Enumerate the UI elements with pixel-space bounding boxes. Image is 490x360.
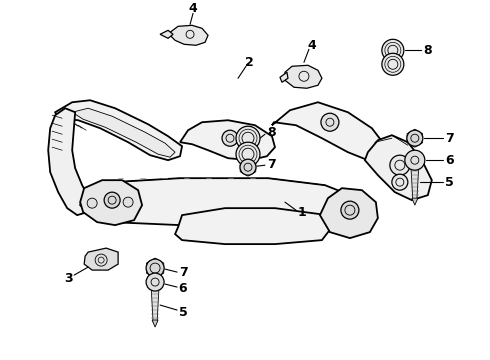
Circle shape <box>405 150 425 170</box>
Text: 3: 3 <box>64 271 73 284</box>
Polygon shape <box>72 108 175 157</box>
Circle shape <box>321 113 339 131</box>
Polygon shape <box>84 248 118 270</box>
Polygon shape <box>180 120 275 160</box>
Polygon shape <box>272 102 385 160</box>
Circle shape <box>146 259 164 277</box>
Text: 7: 7 <box>445 132 454 145</box>
Circle shape <box>87 198 97 208</box>
Text: 8: 8 <box>423 44 432 57</box>
Polygon shape <box>411 165 419 200</box>
Polygon shape <box>170 25 208 45</box>
Circle shape <box>236 142 260 166</box>
Polygon shape <box>48 108 90 215</box>
Text: 1: 1 <box>297 206 306 219</box>
Circle shape <box>392 174 408 190</box>
Text: 5: 5 <box>445 176 454 189</box>
Text: 5: 5 <box>179 306 188 319</box>
Circle shape <box>104 192 120 208</box>
Circle shape <box>341 201 359 219</box>
Circle shape <box>222 130 238 146</box>
Polygon shape <box>152 320 158 327</box>
Circle shape <box>382 39 404 61</box>
Polygon shape <box>151 286 159 322</box>
Polygon shape <box>410 164 420 168</box>
Polygon shape <box>285 65 322 88</box>
Polygon shape <box>412 198 418 205</box>
Polygon shape <box>365 135 432 200</box>
Text: 4: 4 <box>308 39 317 52</box>
Text: 6: 6 <box>179 282 187 294</box>
Polygon shape <box>55 100 182 160</box>
Polygon shape <box>175 208 332 244</box>
Text: 6: 6 <box>445 154 454 167</box>
Text: 2: 2 <box>245 56 253 69</box>
Circle shape <box>407 130 423 146</box>
Text: 4: 4 <box>189 2 197 15</box>
Polygon shape <box>160 30 173 38</box>
Circle shape <box>240 159 256 175</box>
Polygon shape <box>280 72 288 82</box>
Polygon shape <box>80 180 142 225</box>
Polygon shape <box>80 178 362 230</box>
Circle shape <box>123 197 133 207</box>
Text: 8: 8 <box>268 126 276 139</box>
Polygon shape <box>320 188 378 238</box>
Circle shape <box>390 155 410 175</box>
Polygon shape <box>150 285 160 289</box>
Text: 7: 7 <box>268 158 276 171</box>
Circle shape <box>236 126 260 150</box>
Circle shape <box>382 53 404 75</box>
Circle shape <box>146 273 164 291</box>
Text: 7: 7 <box>179 266 188 279</box>
